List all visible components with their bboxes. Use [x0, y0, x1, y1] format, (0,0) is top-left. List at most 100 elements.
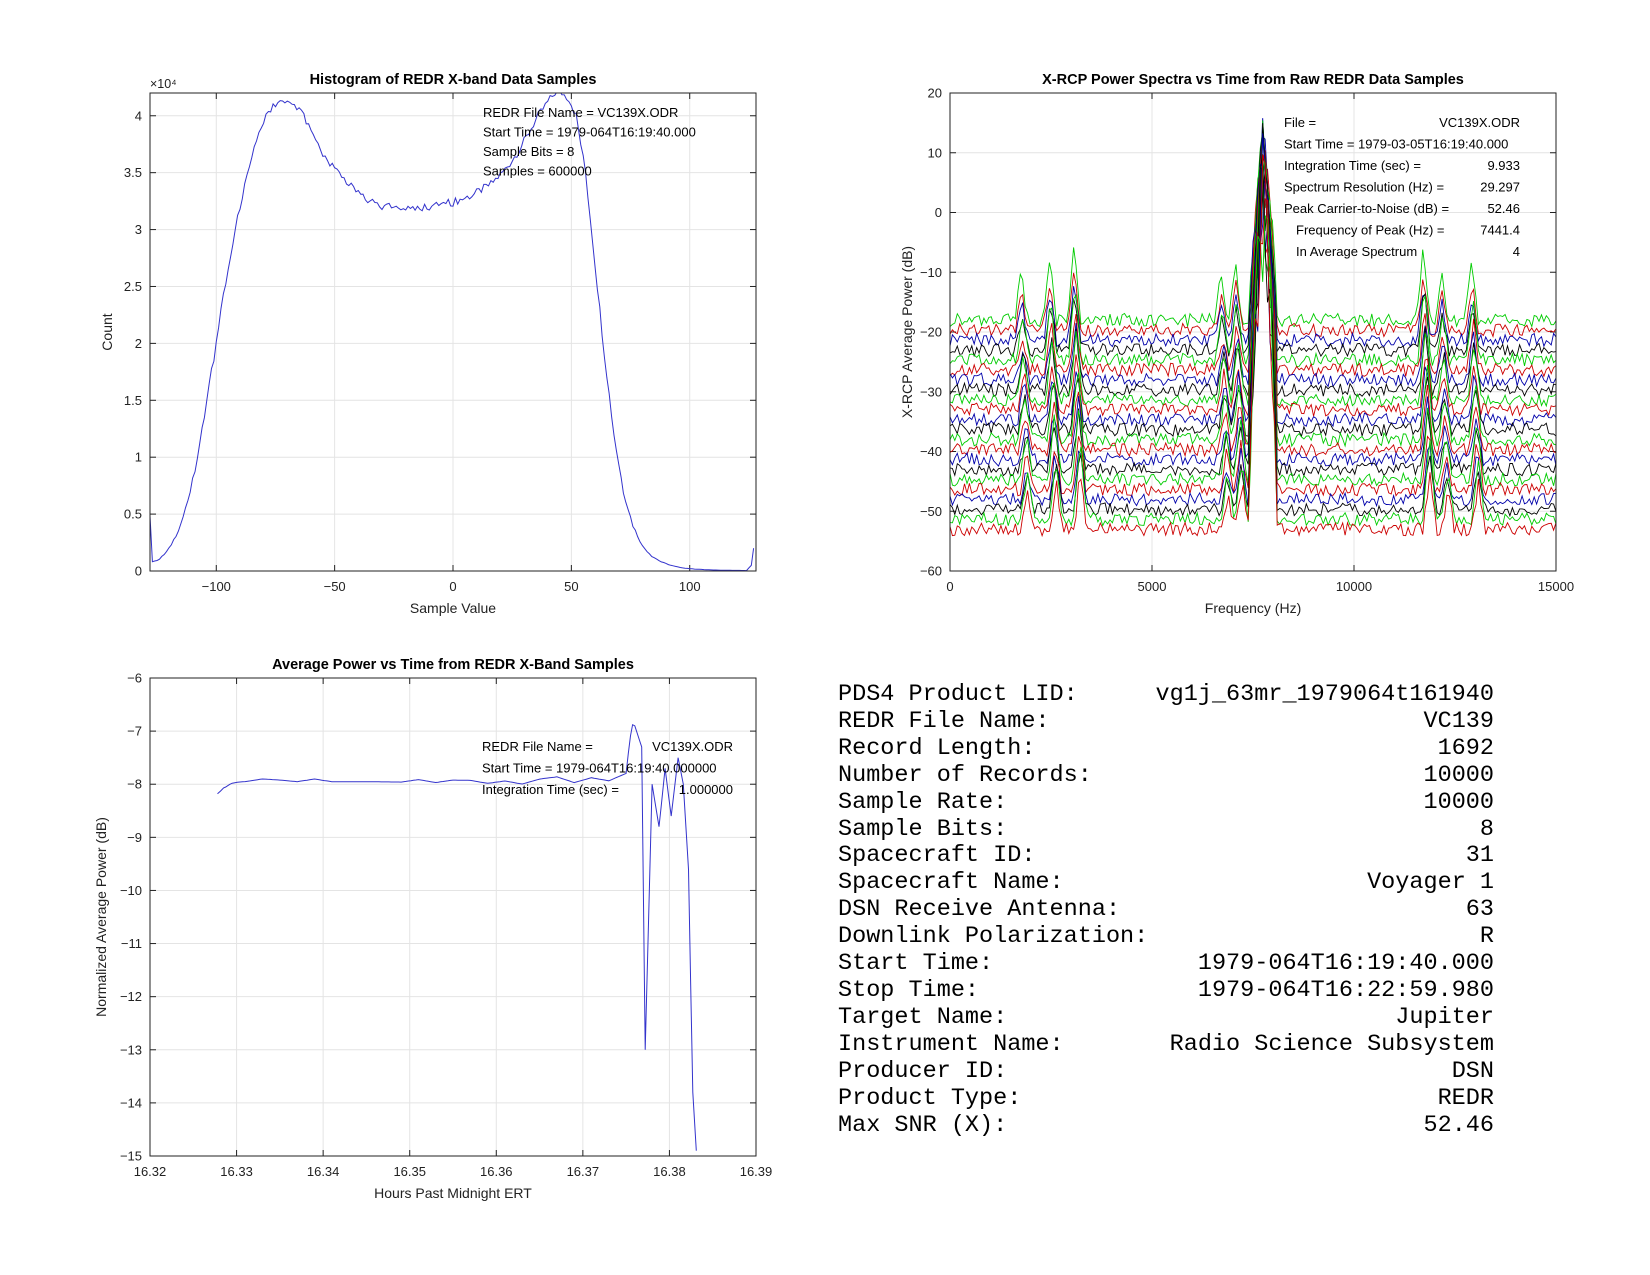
spectra-annotation-label: Spectrum Resolution (Hz) =: [1284, 180, 1444, 195]
histogram-annotation: Start Time = 1979-064T16:19:40.000: [483, 125, 696, 140]
spectra-annotation-value: 52.46: [1487, 201, 1520, 216]
spectra-annotation-label: Integration Time (sec) =: [1284, 158, 1421, 173]
y-tick-label: 0: [135, 564, 142, 579]
histogram-line: [150, 93, 755, 571]
product-info-value: R: [1479, 923, 1494, 951]
y-multiplier: ×10⁴: [150, 77, 177, 91]
product-info-value: 63: [1465, 896, 1494, 924]
histogram-annotation: Samples = 600000: [483, 164, 592, 179]
product-info-value: 1979-064T16:22:59.980: [1197, 976, 1494, 1004]
product-info-value: Radio Science Subsystem: [1169, 1030, 1494, 1058]
x-tick-label: 5000: [1138, 579, 1167, 594]
spectrum-trace: [950, 150, 1556, 378]
product-info-row: Stop Time: 1979-064T16:22:59.980: [838, 976, 1494, 1005]
y-tick-label: −15: [120, 1149, 142, 1164]
product-info-row: Downlink Polarization: R: [838, 923, 1494, 951]
product-info-label: Record Length:: [838, 734, 1036, 762]
power-annotation-value: VC139X.ODR: [652, 739, 733, 754]
x-tick-label: 16.37: [567, 1164, 600, 1179]
x-tick-label: 16.38: [653, 1164, 686, 1179]
spectrum-trace: [950, 136, 1556, 349]
product-info-label: Sample Bits:: [838, 815, 1008, 843]
power-annotation-label: Start Time = 1979-064T16:19:40.000000: [482, 761, 717, 776]
y-tick-label: −7: [127, 724, 142, 739]
product-info-row: Sample Bits: 8: [838, 815, 1494, 844]
y-tick-label: 2: [135, 336, 142, 351]
spectra-annotation-label: Start Time = 1979-03-05T16:19:40.000: [1284, 137, 1508, 152]
product-info-row: Target Name: Jupiter: [838, 1003, 1494, 1032]
spectra-annotation-label: Frequency of Peak (Hz) =: [1296, 223, 1444, 238]
product-info-row: DSN Receive Antenna: 63: [838, 896, 1494, 924]
y-axis-label: Normalized Average Power (dB): [93, 817, 109, 1017]
product-info-value: REDR: [1437, 1084, 1494, 1112]
product-info-label: Spacecraft ID:: [838, 842, 1036, 870]
y-tick-label: 3.5: [124, 165, 142, 180]
product-info-label: DSN Receive Antenna:: [838, 896, 1121, 924]
spectra-annotation-value: 9.933: [1487, 158, 1520, 173]
average-power-line: [217, 723, 697, 1151]
x-tick-label: 15000: [1538, 579, 1574, 594]
product-info-label: Max SNR (X):: [838, 1111, 1008, 1139]
product-info-table: PDS4 Product LID: vg1j_63mr_1979064t16194…: [838, 681, 1494, 1139]
x-tick-label: −100: [202, 579, 231, 594]
x-axis-label: Frequency (Hz): [1205, 600, 1301, 616]
spectra-annotation-value: 7441.4: [1480, 223, 1520, 238]
product-info-value: 52.46: [1423, 1111, 1494, 1139]
y-tick-label: −11: [121, 936, 142, 951]
product-info-row: Record Length: 1692: [838, 734, 1494, 763]
y-tick-label: 10: [928, 145, 942, 160]
y-tick-label: 20: [928, 86, 942, 101]
product-info-label: Product Type:: [838, 1084, 1022, 1112]
y-tick-label: −10: [120, 883, 142, 898]
spectra-annotation-label: Peak Carrier-to-Noise (dB) =: [1284, 201, 1449, 216]
product-info-row: Producer ID: DSN: [838, 1057, 1494, 1086]
x-tick-label: 100: [679, 579, 701, 594]
product-info-value: 1692: [1437, 734, 1494, 762]
plot-area: [150, 678, 756, 1156]
x-axis-label: Sample Value: [410, 600, 496, 616]
chart-title: Histogram of REDR X-band Data Samples: [310, 72, 597, 88]
x-tick-label: 16.34: [307, 1164, 340, 1179]
y-tick-label: −8: [127, 777, 142, 792]
product-info-row: Spacecraft Name: Voyager 1: [838, 869, 1494, 897]
y-tick-label: −13: [120, 1042, 142, 1057]
product-info-row: REDR File Name: VC139: [838, 708, 1494, 736]
product-info-row: Instrument Name: Radio Science Subsystem: [838, 1030, 1494, 1059]
y-tick-label: 0.5: [124, 507, 142, 522]
x-axis-label: Hours Past Midnight ERT: [374, 1185, 532, 1201]
product-info-label: Spacecraft Name:: [838, 869, 1064, 897]
y-tick-label: 3: [135, 222, 142, 237]
product-info-row: Product Type: REDR: [838, 1084, 1494, 1113]
product-info-label: Target Name:: [838, 1003, 1008, 1031]
y-tick-label: −30: [920, 384, 942, 399]
spectrum-trace: [950, 154, 1556, 518]
spectrum-trace: [950, 155, 1556, 408]
product-info-value: vg1j_63mr_1979064t161940: [1155, 681, 1494, 708]
product-info-label: Start Time:: [838, 950, 994, 978]
product-info-value: 1979-064T16:19:40.000: [1197, 950, 1494, 978]
y-tick-label: 0: [935, 205, 942, 220]
spectra-annotation-value: VC139X.ODR: [1439, 115, 1520, 130]
histogram-annotation: REDR File Name = VC139X.ODR: [483, 105, 678, 120]
y-tick-label: −6: [127, 671, 142, 686]
product-info-row: Number of Records: 10000: [838, 761, 1494, 790]
spectrum-trace: [950, 154, 1556, 538]
y-tick-label: −10: [920, 265, 942, 280]
product-info-label: Number of Records:: [838, 761, 1092, 789]
product-info-value: 10000: [1423, 761, 1494, 789]
spectra-annotation-label: In Average Spectrum: [1296, 244, 1417, 259]
product-info-row: PDS4 Product LID: vg1j_63mr_1979064t16194…: [838, 681, 1494, 709]
y-tick-label: −60: [920, 564, 942, 579]
product-info-label: PDS4 Product LID:: [838, 681, 1078, 708]
y-tick-label: 4: [135, 108, 142, 123]
product-info-value: DSN: [1451, 1057, 1494, 1085]
product-info-row: Start Time: 1979-064T16:19:40.000: [838, 950, 1494, 978]
product-info-label: Sample Rate:: [838, 788, 1008, 816]
power-annotation-value: 1.000000: [679, 782, 733, 797]
axes-frame: [149, 677, 757, 1157]
y-tick-label: −14: [120, 1095, 142, 1110]
product-info-value: 31: [1465, 842, 1494, 870]
x-tick-label: 16.36: [480, 1164, 513, 1179]
